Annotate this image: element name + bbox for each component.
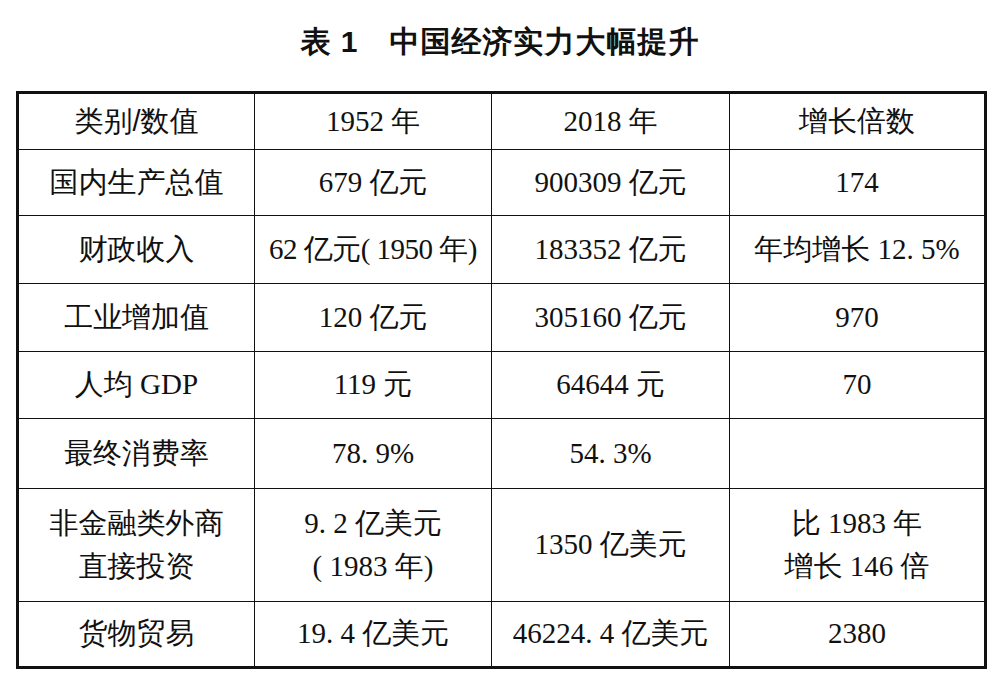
table-caption: 表 1 中国经济实力大幅提升 (0, 22, 1000, 63)
cell-fdi-2018: 1350 亿美元 (492, 489, 730, 602)
row-label-gdp: 国内生产总值 (18, 150, 255, 216)
row-label-fiscal-revenue: 财政收入 (18, 216, 255, 284)
cell-consumption-1952: 78. 9% (255, 419, 492, 489)
table-row-final-consumption-rate: 最终消费率 78. 9% 54. 3% (18, 419, 986, 489)
cell-trade-1952: 19. 4 亿美元 (255, 602, 492, 668)
cell-percapita-growth: 70 (730, 352, 986, 419)
table-row-nonfinancial-fdi: 非金融类外商 直接投资 9. 2 亿美元 ( 1983 年) 1350 亿美元 … (18, 489, 986, 602)
col-header-category: 类别/数值 (18, 93, 255, 150)
cell-trade-2018: 46224. 4 亿美元 (492, 602, 730, 668)
table-row-gdp-per-capita: 人均 GDP 119 元 64644 元 70 (18, 352, 986, 419)
cell-fdi-1952: 9. 2 亿美元 ( 1983 年) (255, 489, 492, 602)
row-label-consumption: 最终消费率 (18, 419, 255, 489)
cell-industrial-growth: 970 (730, 284, 986, 352)
cell-fiscal-growth: 年均增长 12. 5% (730, 216, 986, 284)
cell-fdi-growth: 比 1983 年 增长 146 倍 (730, 489, 986, 602)
col-header-2018: 2018 年 (492, 93, 730, 150)
cell-industrial-2018: 305160 亿元 (492, 284, 730, 352)
table-row-fiscal-revenue: 财政收入 62 亿元( 1950 年) 183352 亿元 年均增长 12. 5… (18, 216, 986, 284)
document-page: 表 1 中国经济实力大幅提升 类别/数值 1952 年 2018 年 增长倍数 … (0, 0, 1000, 688)
col-header-growth: 增长倍数 (730, 93, 986, 150)
header-row: 类别/数值 1952 年 2018 年 增长倍数 (18, 93, 986, 150)
cell-industrial-1952: 120 亿元 (255, 284, 492, 352)
col-header-1952: 1952 年 (255, 93, 492, 150)
cell-gdp-2018: 900309 亿元 (492, 150, 730, 216)
row-label-industrial: 工业增加值 (18, 284, 255, 352)
economy-comparison-table: 类别/数值 1952 年 2018 年 增长倍数 国内生产总值 679 亿元 9… (16, 91, 987, 669)
cell-fiscal-2018: 183352 亿元 (492, 216, 730, 284)
cell-consumption-growth (730, 419, 986, 489)
row-label-fdi: 非金融类外商 直接投资 (18, 489, 255, 602)
cell-consumption-2018: 54. 3% (492, 419, 730, 489)
table-row-gdp: 国内生产总值 679 亿元 900309 亿元 174 (18, 150, 986, 216)
cell-trade-growth: 2380 (730, 602, 986, 668)
cell-percapita-2018: 64644 元 (492, 352, 730, 419)
cell-gdp-growth: 174 (730, 150, 986, 216)
cell-fiscal-1952: 62 亿元( 1950 年) (255, 216, 492, 284)
row-label-goods-trade: 货物贸易 (18, 602, 255, 668)
table-row-industrial-added-value: 工业增加值 120 亿元 305160 亿元 970 (18, 284, 986, 352)
row-label-gdp-per-capita: 人均 GDP (18, 352, 255, 419)
cell-percapita-1952: 119 元 (255, 352, 492, 419)
table-row-goods-trade: 货物贸易 19. 4 亿美元 46224. 4 亿美元 2380 (18, 602, 986, 668)
cell-gdp-1952: 679 亿元 (255, 150, 492, 216)
